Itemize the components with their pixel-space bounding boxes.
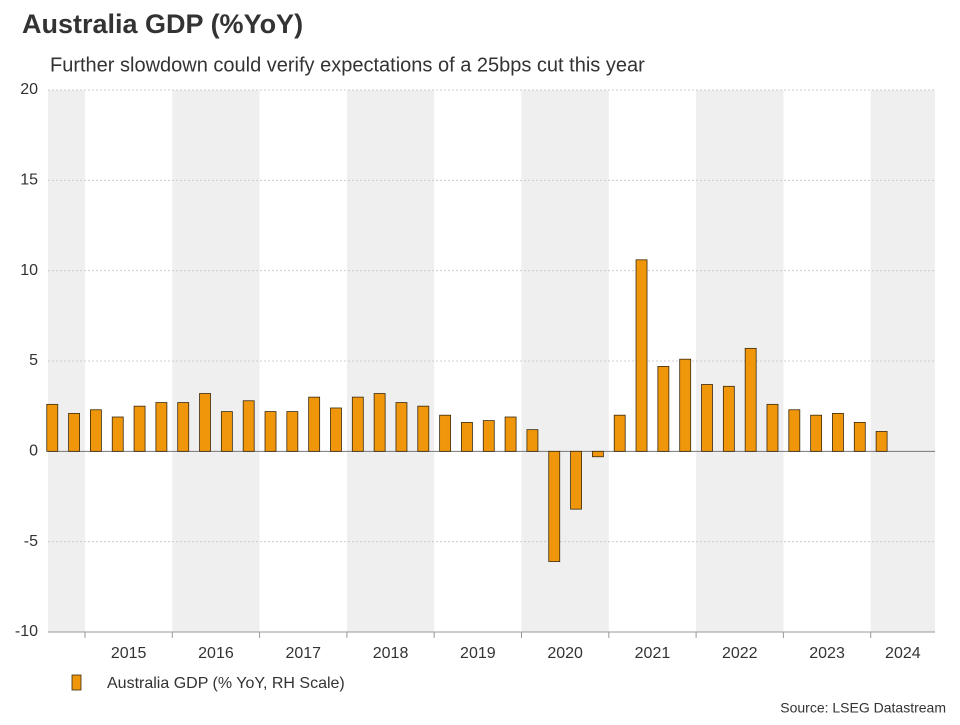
bar	[613, 414, 626, 452]
bar	[657, 366, 670, 452]
bar	[220, 411, 233, 452]
y-tick-label: 20	[20, 81, 38, 98]
bar	[242, 400, 255, 452]
x-tick-label: 2015	[111, 645, 147, 662]
bar	[133, 405, 146, 452]
bar	[90, 409, 102, 452]
marks	[46, 259, 888, 562]
bar	[199, 393, 211, 452]
bar	[548, 450, 561, 562]
x-tick-label: 2019	[460, 645, 496, 662]
bar	[722, 385, 735, 452]
chart-title: Australia GDP (%YoY)	[22, 9, 303, 39]
x-tick-label: 2017	[285, 645, 321, 662]
y-tick-label: 5	[29, 352, 38, 369]
legend-label: Australia GDP (% YoY, RH Scale)	[107, 675, 345, 692]
bar	[46, 403, 59, 452]
shade-band	[48, 90, 85, 632]
bar	[417, 405, 430, 452]
bar	[591, 450, 604, 458]
bar	[810, 414, 823, 452]
bar	[853, 422, 866, 452]
x-tick-label: 2021	[635, 645, 671, 662]
bar	[875, 431, 888, 452]
bar	[308, 396, 321, 452]
bar	[330, 407, 342, 452]
bar	[286, 411, 299, 452]
bar	[68, 412, 80, 452]
bar	[701, 384, 713, 452]
legend-swatch	[71, 674, 82, 691]
bar	[373, 393, 386, 452]
x-tick-label: 2023	[809, 645, 845, 662]
source: Source: LSEG Datastream	[780, 700, 946, 716]
bar	[155, 402, 168, 452]
bar	[832, 412, 844, 452]
bar	[526, 429, 539, 452]
y-tick-label: 10	[20, 262, 38, 279]
x-tick-label: 2024	[885, 645, 921, 662]
y-tick-label: 0	[29, 443, 38, 460]
bar	[744, 347, 757, 452]
bar	[788, 409, 801, 452]
bar	[177, 402, 190, 452]
bar	[570, 450, 582, 510]
y-tick-label: 15	[20, 172, 38, 189]
chart-subtitle: Further slowdown could verify expectatio…	[50, 54, 645, 76]
grid: 2015 2016 2017 2018 2019 2020 2021 2022 2023 2024…	[15, 81, 935, 662]
bar	[766, 403, 779, 452]
x-tick-label: 2022	[722, 645, 758, 662]
bar	[504, 416, 517, 452]
bar	[439, 414, 452, 452]
bar	[111, 416, 124, 452]
y-tick-label: -10	[15, 623, 38, 640]
bar	[351, 396, 364, 452]
bar	[635, 259, 648, 452]
x-tick-label: 2020	[547, 645, 583, 662]
bar	[482, 420, 495, 452]
x-tick-label: 2018	[373, 645, 409, 662]
bar	[679, 358, 692, 452]
x-tick-label: 2016	[198, 645, 234, 662]
bar	[395, 402, 408, 452]
y-tick-label: -5	[24, 533, 38, 550]
bar	[461, 422, 473, 452]
bar	[264, 411, 277, 452]
